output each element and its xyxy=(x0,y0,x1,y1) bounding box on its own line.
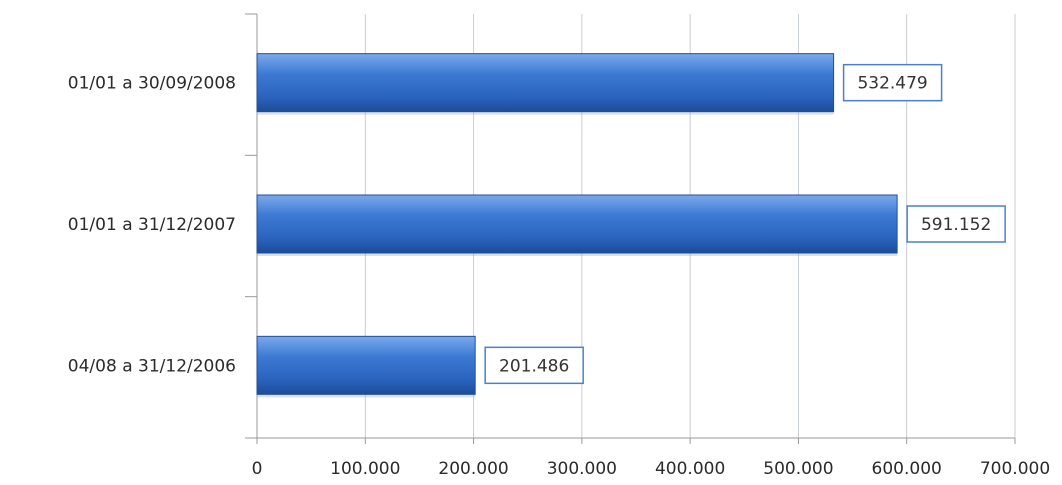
bar xyxy=(256,53,835,113)
x-tick-label: 200.000 xyxy=(438,459,508,479)
data-label: 201.486 xyxy=(499,356,569,376)
category-labels: 01/01 a 30/09/2008 01/01 a 31/12/2007 04/0… xyxy=(68,74,236,377)
x-tick-label: 500.000 xyxy=(763,459,833,479)
data-label-box xyxy=(906,205,1006,243)
x-tick-label: 300.000 xyxy=(547,459,617,479)
x-tick-label: 600.000 xyxy=(872,459,942,479)
category-label: 01/01 a 31/12/2007 xyxy=(68,215,236,235)
x-tick-label: 100.000 xyxy=(330,459,400,479)
bar xyxy=(256,194,898,254)
data-labels: 532.479 591.152 201.486 xyxy=(484,63,1006,385)
data-label: 591.152 xyxy=(921,215,991,235)
x-tick-label: 700.000 xyxy=(980,459,1050,479)
data-label: 532.479 xyxy=(857,74,927,94)
x-tick-label: 0 xyxy=(252,459,263,479)
x-tick-labels: 0 100.000 200.000 300.000 400.000 500.000 600.… xyxy=(252,459,1051,479)
data-label-box xyxy=(842,63,943,102)
data-label-box xyxy=(484,346,584,385)
x-tick-label: 400.000 xyxy=(655,459,725,479)
bars xyxy=(256,53,898,398)
bar xyxy=(256,335,476,395)
category-label: 04/08 a 31/12/2006 xyxy=(68,356,236,376)
category-label: 01/01 a 30/09/2008 xyxy=(68,74,236,94)
